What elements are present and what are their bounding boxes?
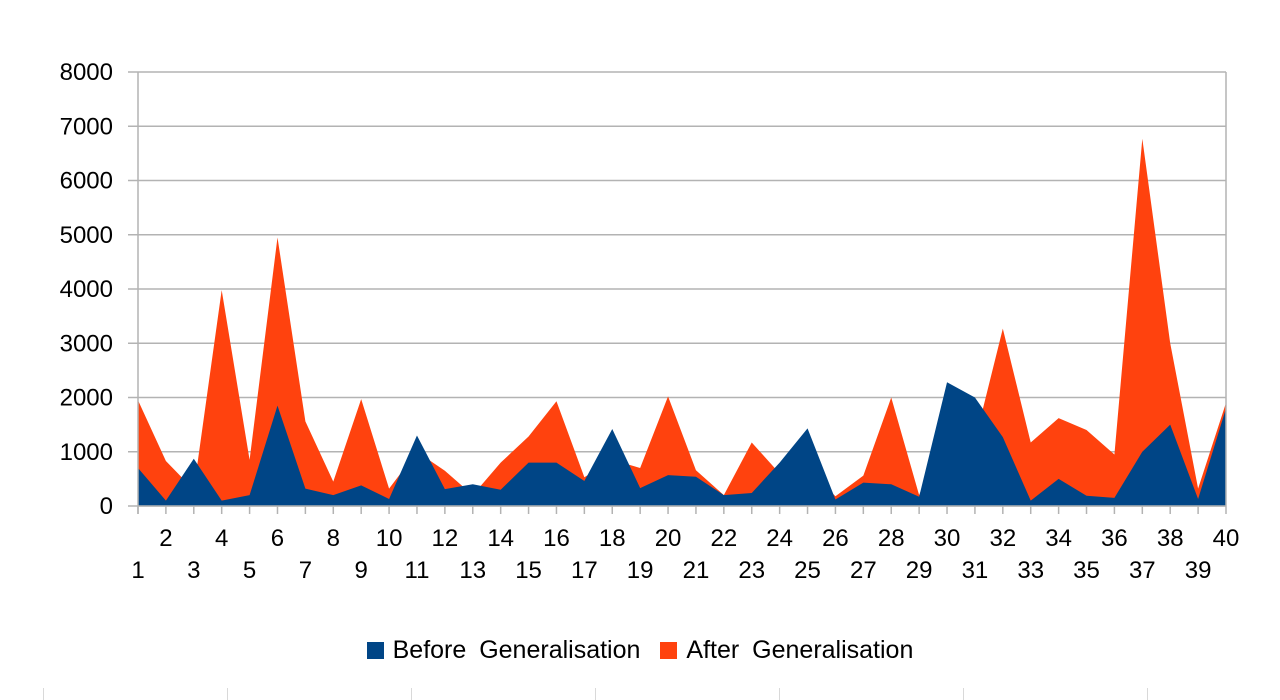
x-tick-label-8: 8	[327, 525, 340, 552]
chart-legend: Before Generalisation After Generalisati…	[0, 636, 1280, 665]
x-tick-label-37: 37	[1129, 557, 1156, 584]
series-areas	[138, 138, 1226, 507]
x-tick-label-16: 16	[543, 525, 570, 552]
x-tick-label-19: 19	[627, 557, 654, 584]
x-tick-label-5: 5	[243, 557, 256, 584]
legend-swatch-after	[660, 642, 678, 659]
x-tick-label-28: 28	[878, 525, 905, 552]
area-series-before	[138, 382, 1226, 506]
y-tick-label-4000: 4000	[60, 276, 113, 303]
x-tick-label-4: 4	[215, 525, 228, 552]
x-tick-label-25: 25	[794, 557, 821, 584]
x-tick-label-32: 32	[989, 525, 1016, 552]
y-tick-label-0: 0	[100, 493, 113, 520]
x-tick-label-18: 18	[599, 525, 626, 552]
legend-label-after: After Generalisation	[686, 636, 914, 664]
x-tick-label-6: 6	[271, 525, 284, 552]
x-tick-label-38: 38	[1157, 525, 1184, 552]
x-tick-label-14: 14	[487, 525, 514, 552]
legend-label-before: Before Generalisation	[392, 636, 641, 664]
x-tick-label-9: 9	[354, 557, 367, 584]
x-tick-label-22: 22	[710, 525, 737, 552]
x-axis-tick-labels: 1234567891011121314151617181920212223242…	[131, 525, 1239, 584]
x-tick-label-10: 10	[376, 525, 403, 552]
y-tick-label-5000: 5000	[60, 222, 113, 249]
y-tick-label-8000: 8000	[60, 59, 113, 86]
y-tick-label-6000: 6000	[60, 168, 113, 195]
x-tick-label-26: 26	[822, 525, 849, 552]
legend-item-after: After Generalisation	[660, 636, 913, 665]
y-tick-label-3000: 3000	[60, 330, 113, 357]
x-tick-label-35: 35	[1073, 557, 1100, 584]
x-tick-label-12: 12	[432, 525, 459, 552]
x-tick-label-3: 3	[187, 557, 200, 584]
area-series-after	[138, 138, 1226, 507]
x-tick-label-27: 27	[850, 557, 877, 584]
x-tick-label-31: 31	[962, 557, 989, 584]
x-tick-label-2: 2	[159, 525, 172, 552]
x-tick-label-29: 29	[906, 557, 933, 584]
x-tick-label-40: 40	[1213, 525, 1240, 552]
x-tick-label-21: 21	[683, 557, 710, 584]
x-tick-label-1: 1	[131, 557, 144, 584]
x-tick-label-34: 34	[1045, 525, 1072, 552]
x-tick-label-20: 20	[655, 525, 682, 552]
y-tick-label-7000: 7000	[60, 113, 113, 140]
spreadsheet-cell-borders	[0, 688, 1280, 700]
x-tick-label-7: 7	[299, 557, 312, 584]
axes	[137, 72, 1227, 514]
y-tick-label-1000: 1000	[60, 439, 113, 466]
x-tick-label-15: 15	[515, 557, 542, 584]
x-tick-label-36: 36	[1101, 525, 1128, 552]
x-tick-label-39: 39	[1185, 557, 1212, 584]
x-tick-label-33: 33	[1017, 557, 1044, 584]
x-tick-label-23: 23	[738, 557, 765, 584]
y-axis-tick-labels: 0 1000 2000 3000 4000 5000 6000 7000 8000	[60, 59, 113, 520]
x-tick-label-24: 24	[766, 525, 793, 552]
x-tick-label-11: 11	[405, 557, 430, 584]
x-tick-label-30: 30	[934, 525, 961, 552]
x-tick-label-17: 17	[571, 557, 598, 584]
legend-item-before: Before Generalisation	[366, 636, 641, 665]
x-tick-label-13: 13	[459, 557, 486, 584]
y-tick-label-2000: 2000	[60, 385, 113, 412]
legend-swatch-before	[366, 642, 384, 659]
